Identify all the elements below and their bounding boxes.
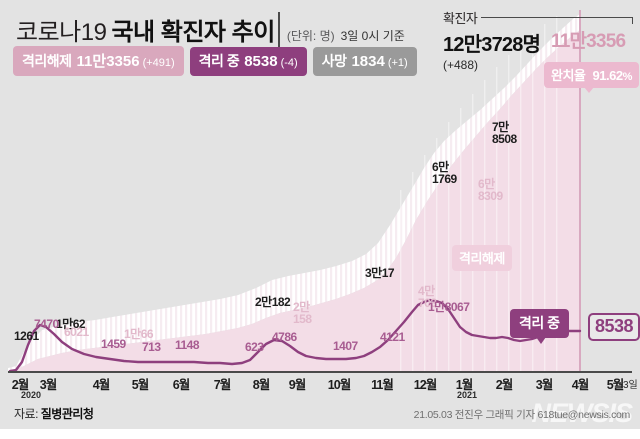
legend-badges: 격리해제 11만3356 (+491) 격리 중 8538 (-4) 사망 18… [13,46,417,76]
xtick-15: 5월 [606,378,624,392]
xtick-10: 12월 [413,378,437,392]
title-unit: (단위: 명) [286,29,335,43]
chart-svg [8,10,582,373]
label-total-61769-text: 6만 1769 [432,160,457,187]
label-released-10066: 1만66 [124,327,154,341]
label-active-1148: 1148 [175,338,200,352]
label-active-1459: 1459 [101,337,126,351]
x-year-2020: 2020 [20,390,42,400]
total-confirmed-band [8,14,580,371]
xtick-3: 5월 [131,378,149,392]
x-axis: 2월 3월 4월 5월 6월 7월 8월 9월 10월 11월 12월 1월 2… [0,371,640,401]
recovery-rate-label: 완치율 [551,68,586,83]
badge-death-value: 1834 [351,52,385,70]
xtick-13: 3월 [535,378,553,392]
released-total-value: 11만3356 [551,31,626,52]
recovery-rate-percent: % [622,71,633,83]
label-total-20182: 2만182 [255,295,291,309]
label-released-20158-text: 2만 158 [293,300,312,327]
badge-active-label: 격리 중 [198,52,240,69]
label-total-1261: 1261 [14,329,39,343]
badge-active: 격리 중 8538 (-4) [189,46,307,76]
confirmed-callout-delta: (+488) [443,58,479,72]
x-axis-line [8,371,632,373]
source: 자료: 질병관리청 [14,405,94,422]
label-total-10062: 1만62 [56,317,86,331]
source-name: 질병관리청 [40,407,94,421]
label-active-1407: 1407 [333,339,358,353]
label-active-623: 623 [245,340,264,354]
xtick-9: 11월 [371,378,394,392]
page-title: 코로나19 국내 확진자 추이 (단위: 명) 3일 0시 기준 [16,12,405,47]
title-plain: 코로나19 [16,19,107,46]
confirmed-callout: 확진자 12만3728명 (+488) [443,8,633,72]
label-released-40703: 4만 703 [418,284,437,311]
badge-released-delta: (+491) [142,57,175,69]
badge-active-value: 8538 [244,52,278,70]
xtick-6: 8월 [252,378,270,392]
xtick-5: 7월 [213,378,231,392]
badge-death-delta: (+1) [387,56,408,69]
label-released-68309: 6만 8309 [478,177,503,204]
label-active-7470: 7470 [34,317,59,331]
source-label: 자료: [14,407,38,421]
label-released-68309-text: 6만 8309 [478,177,503,204]
released-area [8,30,580,371]
label-total-30017: 3만17 [365,266,395,280]
badge-released: 격리해제 11만3356 (+491) [13,46,184,76]
footer: 자료: 질병관리청 21.05.03 전진우 그래픽 기자 618tue@new… [0,401,640,429]
label-released-20158: 2만 158 [293,300,312,327]
tag-recovery-rate: 완치율 91.62% [544,62,639,93]
chart-area: 1261 1만62 2만182 3만17 6만 1769 7만 8508 6021 … [8,10,640,373]
badge-death: 사망 1834 (+1) [312,46,417,76]
label-active-4121: 4121 [380,330,405,344]
confirmed-callout-value: 12만3728명 [443,34,541,56]
xtick-1: 3월 [39,378,57,392]
xtick-8: 10월 [327,378,351,392]
xtick-11: 1월 [455,378,473,392]
label-total-78508-text: 7만 8508 [492,120,517,147]
badge-death-label: 사망 [321,52,347,69]
badge-active-delta: (-4) [280,56,298,69]
recovery-rate-value: 91.62 [592,68,624,83]
tag-active: 격리 중 [510,309,569,344]
badge-released-label: 격리해제 [22,53,72,69]
active-cases-line [8,298,582,373]
label-active-713: 713 [142,340,161,354]
xtick-12: 2월 [495,378,513,392]
credit-line: 21.05.03 전진우 그래픽 기자 618tue@newsis.com [413,409,631,421]
label-active-4786: 4786 [272,330,297,344]
tag-active-value: 8538 [588,313,640,341]
tag-released: 격리해제 [452,245,512,271]
label-total-78508: 7만 8508 [492,120,517,147]
xtick-2: 4월 [92,378,110,392]
xtick-4: 6월 [172,378,190,392]
label-active-18067: 1만8067 [428,300,470,314]
label-total-61769: 6만 1769 [432,160,457,187]
label-released-6021: 6021 [64,325,89,339]
bottom-spacer [0,429,640,439]
confirmed-callout-label: 확진자 [443,11,478,26]
confirmed-callout-labelrow: 확진자 [443,8,633,27]
x-year-2021: 2021 [456,390,478,400]
xtick-0: 2월 [11,378,29,392]
title-bold: 국내 확진자 추이 [111,12,280,47]
leader-line [481,17,633,24]
xtick-7: 9월 [288,378,306,392]
xtick-end-suffix: 3일 [623,380,638,391]
label-released-40703-text: 4만 703 [418,284,437,311]
xtick-14: 4월 [571,378,589,392]
pink-area-texture [400,16,558,371]
badge-released-value: 11만3356 [76,53,140,70]
title-asof: 3일 0시 기준 [340,29,405,43]
